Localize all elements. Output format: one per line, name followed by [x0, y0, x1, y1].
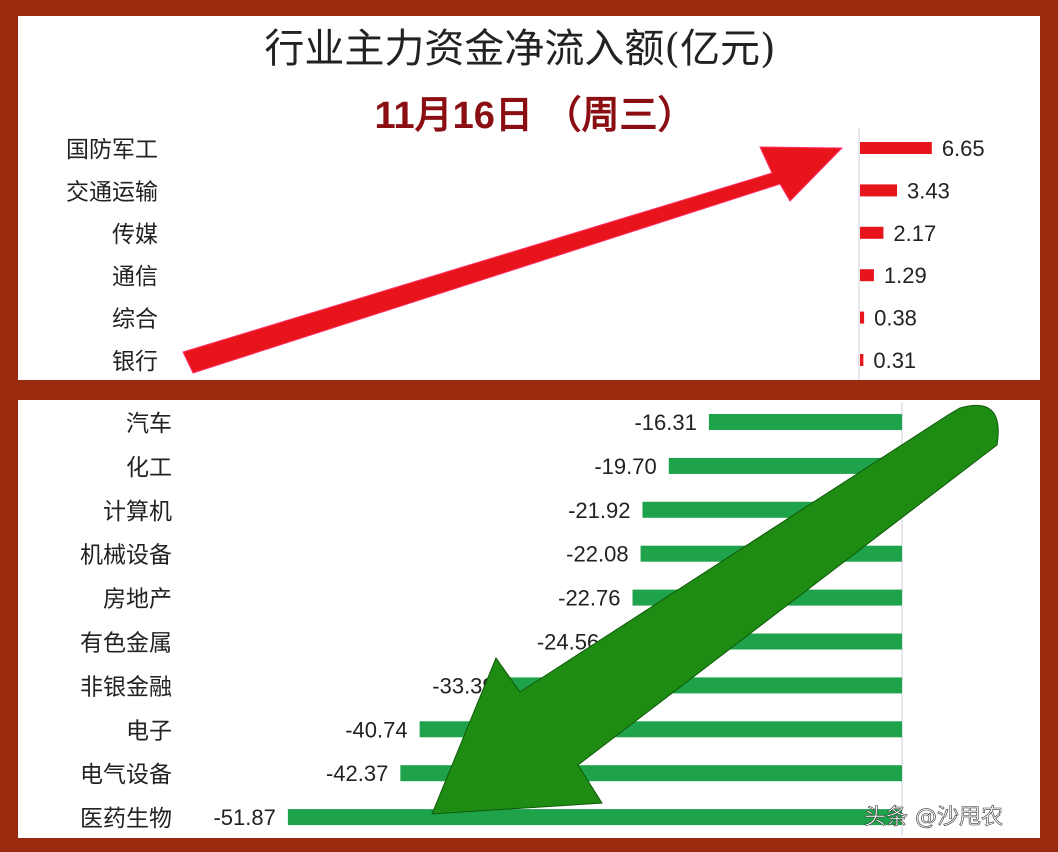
data-label: -22.08 [566, 542, 628, 567]
category-label: 传媒 [112, 222, 158, 248]
category-label: 电子 [126, 718, 172, 744]
data-label: 0.31 [873, 348, 916, 373]
category-label: 有色金属 [80, 631, 172, 657]
bar [708, 414, 902, 430]
bar [860, 142, 932, 154]
data-label: 6.65 [942, 136, 985, 161]
category-label: 医药生物 [80, 806, 172, 832]
bar [860, 226, 884, 239]
data-label: -21.92 [568, 498, 630, 523]
down-arrow-icon [431, 404, 999, 815]
chart-subtitle: 11月16日 （周三） [375, 95, 696, 137]
data-label: 1.29 [884, 263, 927, 288]
data-label: -40.74 [345, 717, 407, 742]
category-label: 机械设备 [80, 543, 172, 569]
category-label: 交通运输 [66, 179, 158, 205]
category-label: 综合 [112, 307, 158, 333]
bar [860, 269, 874, 282]
data-label: -19.70 [594, 454, 656, 479]
category-label: 国防军工 [66, 137, 158, 163]
bar [860, 184, 898, 197]
category-label: 化工 [126, 455, 172, 481]
up-arrow-icon [182, 146, 844, 374]
category-label: 银行 [112, 349, 158, 375]
data-label: 3.43 [907, 178, 950, 203]
category-label: 房地产 [103, 587, 172, 613]
data-label: -22.76 [558, 586, 620, 611]
data-label: -42.37 [326, 761, 388, 786]
chart-title: 行业主力资金净流入额(亿元) [264, 26, 775, 72]
bar [860, 354, 864, 366]
inflow-panel [18, 16, 1040, 380]
category-label: 电气设备 [80, 762, 172, 788]
data-label: 0.38 [874, 306, 917, 331]
data-label: -51.87 [213, 805, 275, 830]
bar [668, 457, 902, 474]
category-label: 计算机 [103, 499, 172, 525]
category-label: 汽车 [126, 411, 172, 437]
category-label: 通信 [112, 264, 158, 290]
data-label: -16.31 [634, 410, 696, 435]
bar [860, 311, 865, 324]
category-label: 非银金融 [80, 674, 172, 700]
watermark: 头条 @沙甩农 [864, 805, 1003, 830]
bar [287, 809, 902, 826]
data-label: 2.17 [893, 221, 936, 246]
